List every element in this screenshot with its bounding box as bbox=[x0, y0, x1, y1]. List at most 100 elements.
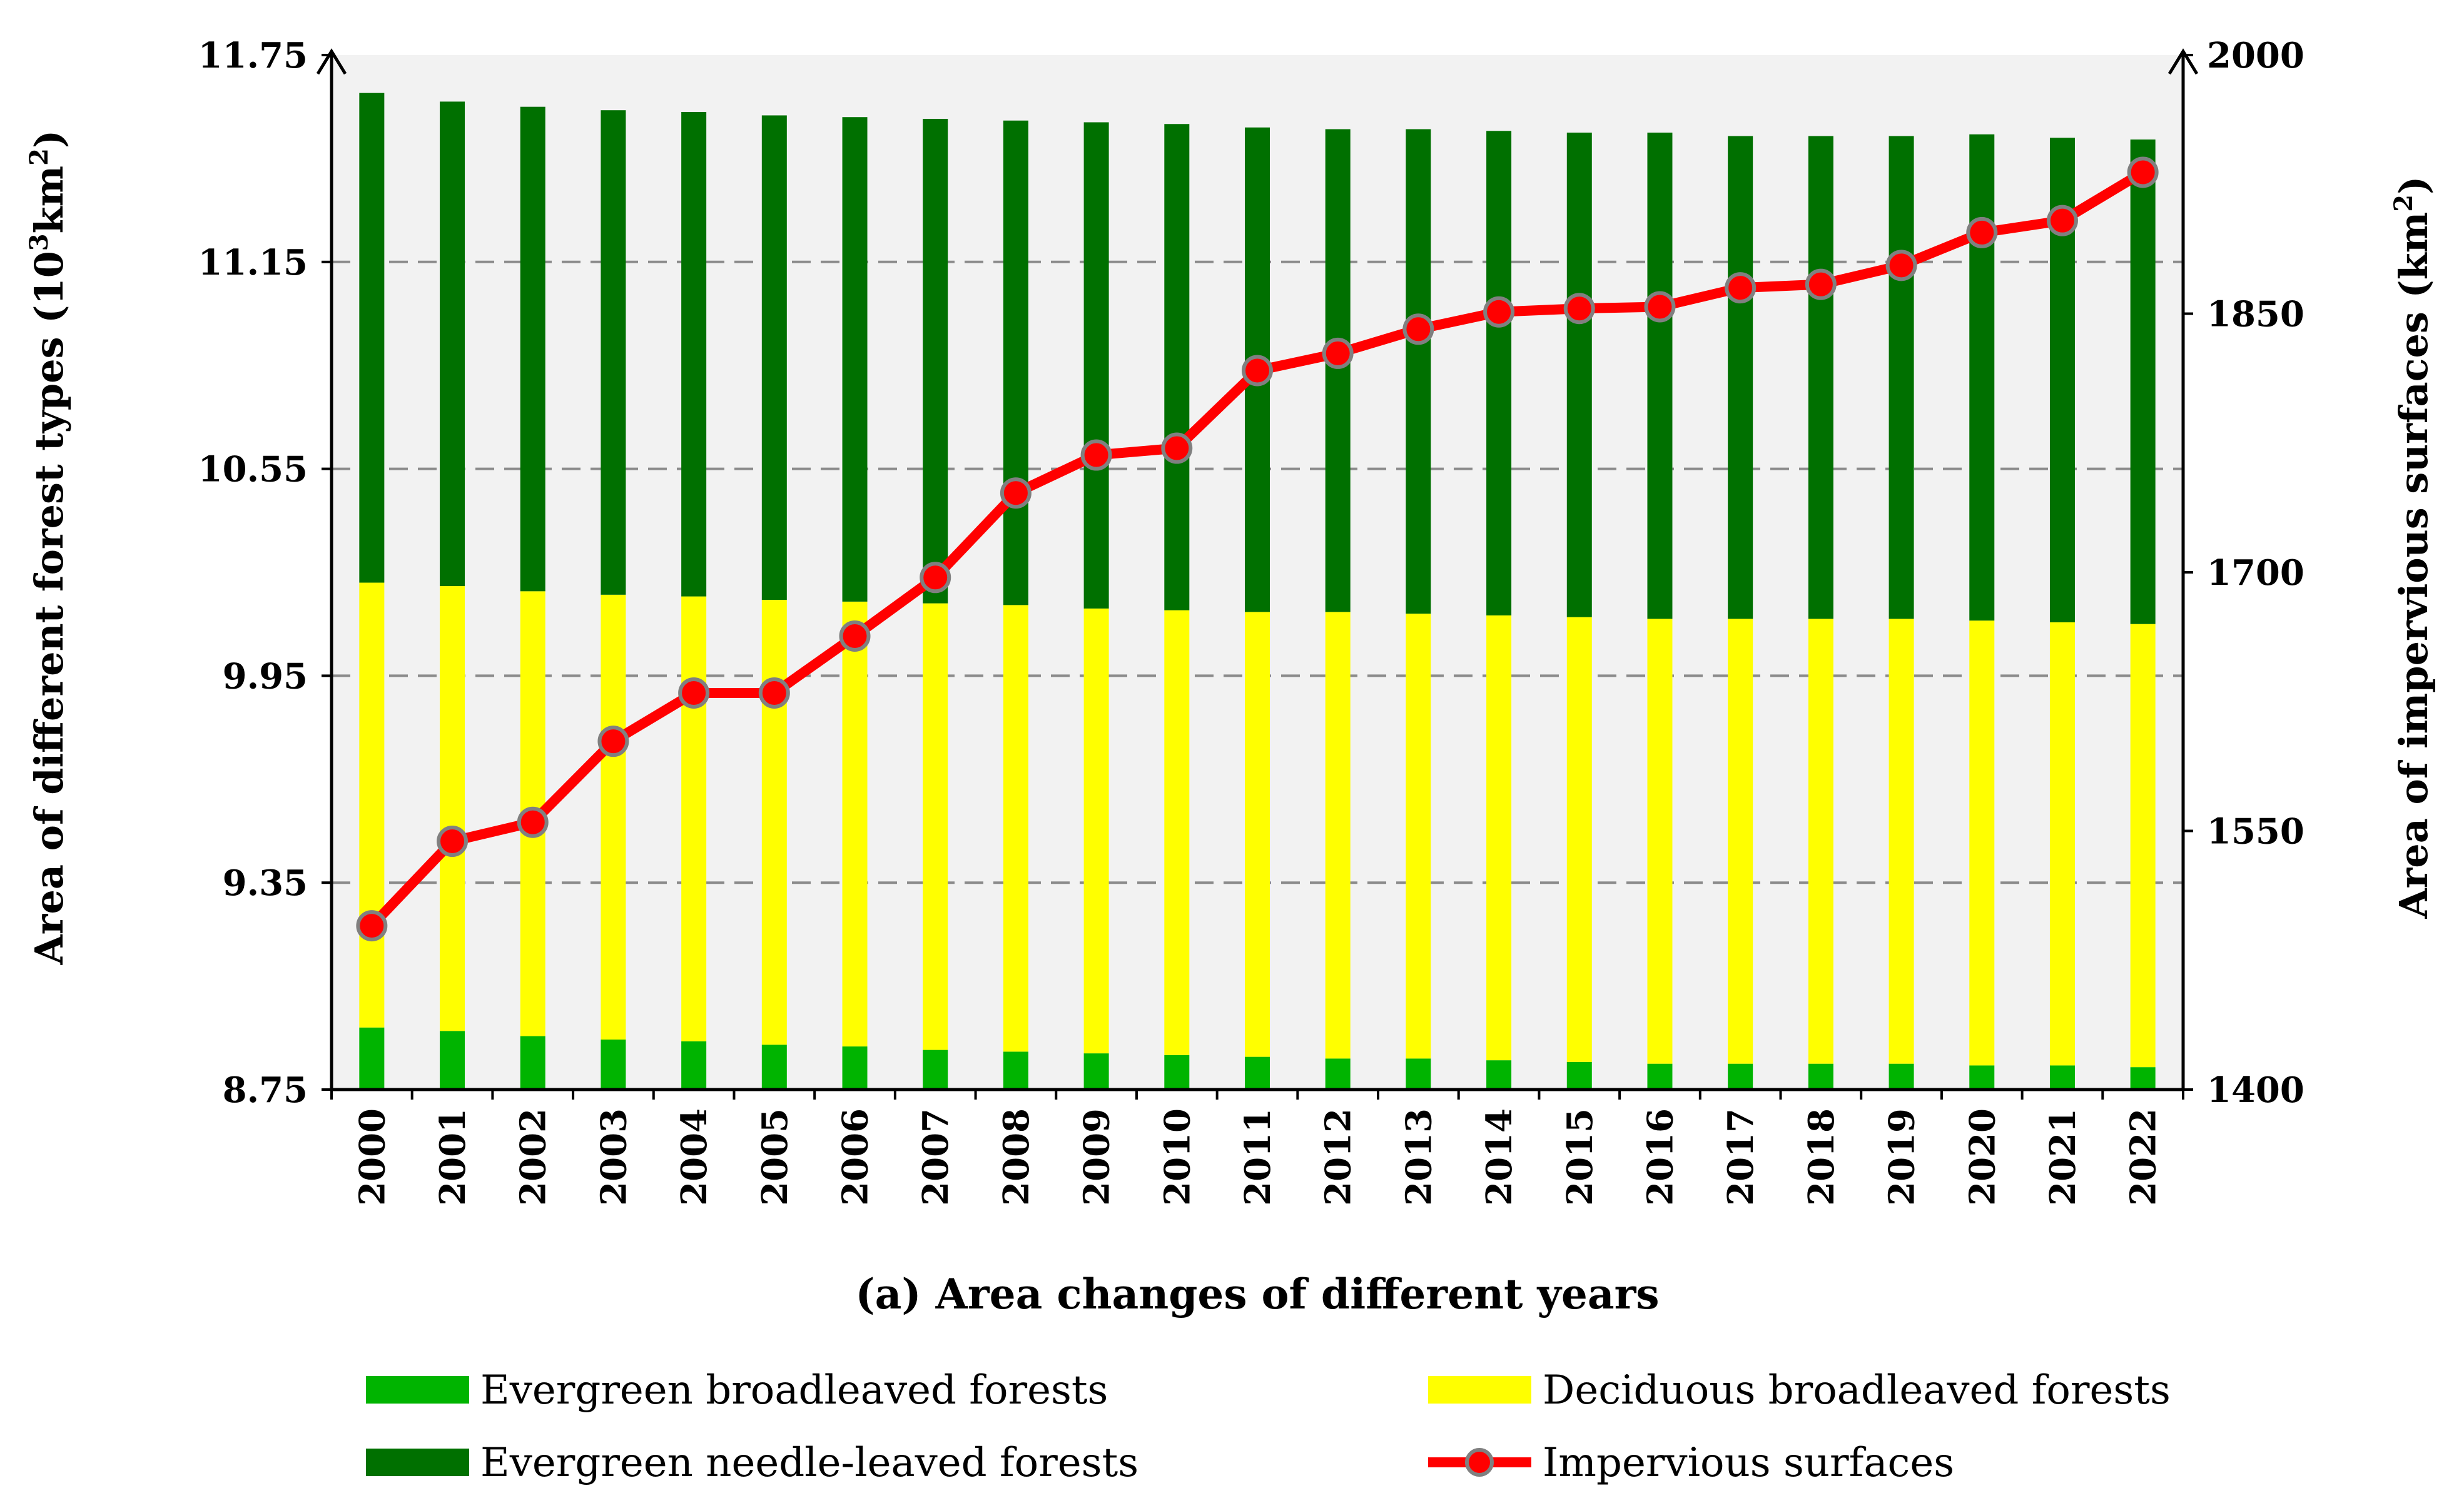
x-tick-label-2020: 2020 bbox=[1962, 1108, 2003, 1206]
x-tick-label-2007: 2007 bbox=[915, 1108, 956, 1206]
x-tick-label-2012: 2012 bbox=[1318, 1108, 1359, 1206]
axes bbox=[316, 48, 2199, 1100]
impervious-point-2017 bbox=[1725, 272, 1757, 304]
bar-evergreen-broadleaved-2015 bbox=[1566, 1061, 1592, 1090]
bar-evergreen-needle-2022 bbox=[2130, 139, 2156, 624]
bar-deciduous-broadleaved-2005 bbox=[761, 600, 787, 1045]
impervious-point-2000 bbox=[356, 910, 388, 942]
bar-evergreen-broadleaved-2018 bbox=[1808, 1063, 1833, 1090]
impervious-point-2004 bbox=[678, 677, 710, 709]
bar-evergreen-broadleaved-2007 bbox=[923, 1050, 948, 1090]
x-tick-label-2010: 2010 bbox=[1157, 1108, 1198, 1206]
bar-evergreen-needle-2003 bbox=[601, 110, 626, 595]
bar-evergreen-needle-2004 bbox=[681, 111, 707, 597]
legend-swatch-evergreen-broadleaved bbox=[366, 1376, 469, 1404]
x-tick-label-2004: 2004 bbox=[674, 1108, 715, 1206]
x-tick-label-2001: 2001 bbox=[432, 1108, 474, 1206]
x-tick-label-2002: 2002 bbox=[513, 1108, 554, 1206]
bar-evergreen-broadleaved-2022 bbox=[2130, 1067, 2156, 1090]
legend-marker-impervious bbox=[1465, 1448, 1494, 1477]
bars bbox=[359, 93, 2156, 1090]
right-tick-label: 1700 bbox=[2207, 552, 2304, 594]
impervious-point-2013 bbox=[1402, 313, 1434, 345]
left-tick-label: 10.55 bbox=[198, 449, 308, 490]
impervious-point-2005 bbox=[758, 677, 790, 709]
bar-deciduous-broadleaved-2001 bbox=[440, 586, 465, 1031]
bar-evergreen-needle-2020 bbox=[1969, 134, 1995, 621]
bar-evergreen-needle-2019 bbox=[1889, 136, 1914, 619]
left-tick-labels: 8.75 9.35 9.95 10.55 11.15 11.75 bbox=[198, 35, 308, 1111]
bar-evergreen-needle-2010 bbox=[1164, 124, 1190, 610]
bar-deciduous-broadleaved-2010 bbox=[1164, 610, 1190, 1055]
impervious-point-2016 bbox=[1644, 291, 1676, 323]
impervious-point-2011 bbox=[1242, 355, 1273, 387]
bar-evergreen-broadleaved-2008 bbox=[1003, 1051, 1028, 1090]
impervious-point-2008 bbox=[1000, 477, 1032, 509]
x-tick-label-2018: 2018 bbox=[1801, 1108, 1842, 1206]
x-tick-label-2019: 2019 bbox=[1882, 1108, 1923, 1206]
bar-evergreen-broadleaved-2009 bbox=[1083, 1053, 1109, 1090]
left-tick-label: 9.35 bbox=[223, 863, 308, 904]
x-tick-label-2006: 2006 bbox=[835, 1108, 876, 1206]
bar-evergreen-needle-2005 bbox=[761, 115, 787, 600]
bar-deciduous-broadleaved-2018 bbox=[1808, 619, 1833, 1064]
bar-evergreen-needle-2001 bbox=[440, 101, 465, 587]
impervious-point-2019 bbox=[1885, 250, 1917, 281]
bar-evergreen-broadleaved-2012 bbox=[1325, 1058, 1351, 1090]
x-tick-label-2016: 2016 bbox=[1640, 1108, 1681, 1206]
impervious-point-2021 bbox=[2046, 205, 2078, 236]
bar-evergreen-needle-2006 bbox=[842, 117, 868, 602]
legend-swatch-evergreen-needle bbox=[366, 1449, 469, 1476]
left-axis-arrow bbox=[316, 48, 347, 75]
bar-deciduous-broadleaved-2003 bbox=[601, 594, 626, 1040]
x-tick-label-2009: 2009 bbox=[1077, 1108, 1118, 1206]
bar-evergreen-needle-2013 bbox=[1406, 129, 1431, 614]
impervious-point-2020 bbox=[1966, 216, 1998, 248]
impervious-point-2006 bbox=[839, 620, 871, 652]
bar-evergreen-broadleaved-2005 bbox=[761, 1045, 787, 1090]
legend-label-evergreen-needle: Evergreen needle-leaved forests bbox=[480, 1440, 1138, 1486]
x-tick-label-2008: 2008 bbox=[996, 1108, 1037, 1206]
legend-item-impervious: Impervious surfaces bbox=[1428, 1440, 1954, 1486]
legend-swatch-deciduous-broadleaved bbox=[1428, 1376, 1531, 1404]
impervious-point-2015 bbox=[1563, 293, 1595, 325]
bar-evergreen-broadleaved-2019 bbox=[1889, 1063, 1914, 1090]
bar-evergreen-broadleaved-2006 bbox=[842, 1046, 868, 1090]
bar-deciduous-broadleaved-2014 bbox=[1486, 615, 1512, 1061]
bar-deciduous-broadleaved-2017 bbox=[1728, 619, 1753, 1064]
impervious-point-2018 bbox=[1805, 268, 1837, 300]
impervious-point-2007 bbox=[920, 562, 951, 594]
bar-evergreen-broadleaved-2003 bbox=[601, 1040, 626, 1090]
bar-evergreen-needle-2016 bbox=[1647, 133, 1673, 619]
legend-item-evergreen-broadleaved: Evergreen broadleaved forests bbox=[366, 1367, 1108, 1414]
bar-evergreen-needle-2009 bbox=[1083, 122, 1109, 609]
chart-caption: (a) Area changes of different years bbox=[855, 1270, 1659, 1318]
legend-item-evergreen-needle: Evergreen needle-leaved forests bbox=[366, 1440, 1138, 1486]
right-tick-labels: 1400 1550 1700 1850 2000 bbox=[2207, 35, 2304, 1111]
right-axis-title: Area of impervious surfaces (km2) bbox=[2389, 176, 2436, 919]
bar-deciduous-broadleaved-2022 bbox=[2130, 624, 2156, 1068]
bar-evergreen-broadleaved-2001 bbox=[440, 1031, 465, 1090]
bar-evergreen-needle-2017 bbox=[1728, 136, 1753, 619]
legend: Evergreen broadleaved forests Deciduous … bbox=[366, 1367, 2171, 1486]
left-tick-label: 11.15 bbox=[198, 242, 308, 283]
right-tick-label: 2000 bbox=[2207, 35, 2304, 76]
bar-evergreen-needle-2007 bbox=[923, 118, 948, 604]
bar-evergreen-broadleaved-2002 bbox=[520, 1036, 545, 1090]
bar-evergreen-needle-2000 bbox=[359, 93, 385, 583]
x-tick-label-2005: 2005 bbox=[754, 1108, 796, 1206]
bar-evergreen-needle-2014 bbox=[1486, 131, 1512, 615]
right-tick-label: 1850 bbox=[2207, 294, 2304, 335]
left-tick-label: 9.95 bbox=[223, 655, 308, 697]
bar-deciduous-broadleaved-2021 bbox=[2049, 622, 2075, 1066]
x-tick-labels: 2000 2001 2002 2003 2004 2005 2006 2007 2008 2009… bbox=[352, 1108, 2164, 1206]
legend-item-deciduous-broadleaved: Deciduous broadleaved forests bbox=[1428, 1367, 2171, 1414]
impervious-point-2001 bbox=[437, 826, 469, 858]
x-tick-label-2000: 2000 bbox=[352, 1108, 393, 1206]
x-tick-label-2003: 2003 bbox=[593, 1108, 634, 1206]
bar-evergreen-broadleaved-2021 bbox=[2049, 1065, 2075, 1090]
bar-evergreen-broadleaved-2020 bbox=[1969, 1065, 1995, 1090]
bar-deciduous-broadleaved-2009 bbox=[1083, 608, 1109, 1054]
bar-evergreen-broadleaved-2014 bbox=[1486, 1060, 1512, 1090]
bar-evergreen-needle-2012 bbox=[1325, 129, 1351, 612]
